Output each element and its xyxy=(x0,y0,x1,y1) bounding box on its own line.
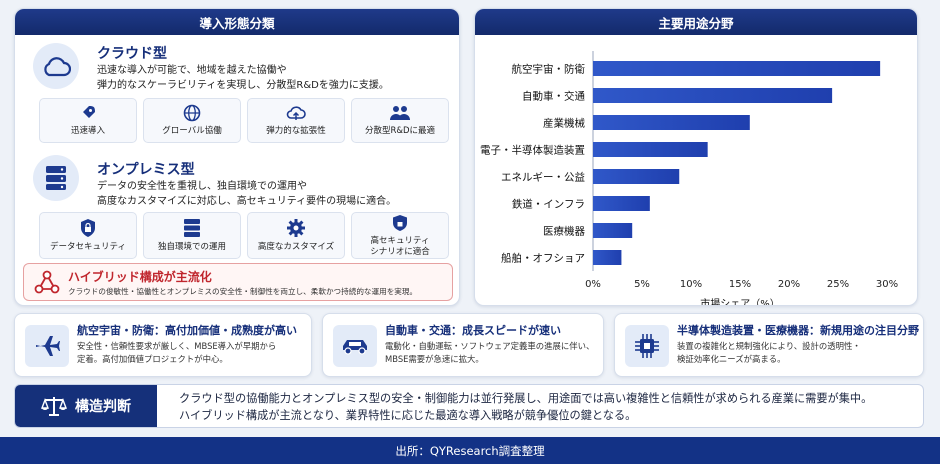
chip-label: データセキュリティ xyxy=(50,242,126,252)
shield-lock-icon xyxy=(81,219,95,237)
bar xyxy=(593,88,833,103)
card-title: 自動車・交通：成長スピードが速い xyxy=(385,324,561,337)
card-desc: 安全性・信頼性要求が厳しく、MBSE導入が早期から 定着。高付加価値プロジェクト… xyxy=(77,340,276,366)
cloud-desc: 迅速な導入が可能で、地域を越えた協働や 弾力的なスケーラビリティを実現し、分散型… xyxy=(97,63,389,93)
card-desc-line: MBSE需要が急速に拡大。 xyxy=(385,354,484,364)
cloud-icon xyxy=(33,43,79,89)
deployment-panel: 導入形態分類 クラウド型 迅速な導入が可能で、地域を越えた協働や 弾力的なスケー… xyxy=(14,8,460,306)
car-icon xyxy=(333,325,377,367)
conclusion-text: クラウド型の協働能力とオンプレミス型の安全・制御能力は並行発展し、用途面では高い… xyxy=(179,390,872,424)
hybrid-title: ハイブリッド構成が主流化 xyxy=(68,270,212,284)
chip-customization: 高度なカスタマイズ xyxy=(247,212,345,259)
chip-global-collab: グローバル協働 xyxy=(143,98,241,143)
card-desc-line: 定着。高付加価値プロジェクトが中心。 xyxy=(77,354,228,364)
conclusion-label: 構造判断 xyxy=(15,385,157,427)
bar xyxy=(593,250,622,265)
chip-label: 独自環境での運用 xyxy=(157,242,226,252)
category-label: 船舶・オフショア xyxy=(501,252,585,265)
server-icon xyxy=(184,219,200,237)
card-desc-line: 装置の複雑化と規制強化により、設計の透明性・ xyxy=(677,341,861,351)
chip-icon xyxy=(625,325,669,367)
chip-label: 高度なカスタマイズ xyxy=(257,242,335,252)
applications-panel: 主要用途分野 航空宇宙・防衛自動車・交通産業機械電子・半導体製造装置エネルギー・… xyxy=(474,8,918,306)
onprem-desc-line: 高度なカスタマイズに対応し、高セキュリティ要件の現場に適合。 xyxy=(97,196,397,207)
globe-icon xyxy=(183,104,201,122)
card-title: 半導体製造装置・医療機器：新規用途の注目分野 xyxy=(677,324,919,337)
x-tick-label: 0% xyxy=(585,279,601,290)
card-desc-line: 検証効率化ニーズが高まる。 xyxy=(677,354,786,364)
chip-label: グローバル協働 xyxy=(162,126,222,136)
x-tick-label: 15% xyxy=(729,279,751,290)
network-icon xyxy=(34,270,60,294)
applications-panel-title: 主要用途分野 xyxy=(475,9,917,35)
category-label: 医療機器 xyxy=(543,225,585,238)
hybrid-banner: ハイブリッド構成が主流化 クラウドの俊敏性・協働性とオンプレミスの安全性・制御性… xyxy=(23,263,453,301)
chip-label: 弾力的な拡張性 xyxy=(266,126,326,136)
gear-icon xyxy=(287,219,305,237)
category-label: 航空宇宙・防衛 xyxy=(512,63,586,76)
x-tick-label: 25% xyxy=(827,279,849,290)
chip-high-security: 高セキュリティ シナリオに適合 xyxy=(351,212,449,259)
card-aerospace: 航空宇宙・防衛：高付加価値・成熟度が高い 安全性・信頼性要求が厳しく、MBSE導… xyxy=(14,313,312,377)
category-label: 自動車・交通 xyxy=(522,90,585,103)
onprem-title: オンプレミス型 xyxy=(97,162,195,178)
card-desc: 電動化・自動運転・ソフトウェア定義車の進展に伴い、 MBSE需要が急速に拡大。 xyxy=(385,340,594,366)
scale-icon xyxy=(41,397,67,416)
chip-elastic-scale: 弾力的な拡張性 xyxy=(247,98,345,143)
cloud-upload-icon xyxy=(286,106,306,120)
chip-label: 迅速導入 xyxy=(70,126,105,136)
category-label: エネルギー・公益 xyxy=(501,171,585,184)
category-label: 産業機械 xyxy=(543,117,585,130)
bar xyxy=(593,169,680,184)
card-title: 航空宇宙・防衛：高付加価値・成熟度が高い xyxy=(77,324,297,337)
chip-distributed-rnd: 分散型R&Dに最適 xyxy=(351,98,449,143)
conclusion-line: ハイブリッド構成が主流となり、業界特性に応じた最適な導入戦略が競争優位の鍵となる… xyxy=(179,409,637,422)
deployment-panel-title: 導入形態分類 xyxy=(15,9,459,35)
server-rack-icon xyxy=(33,155,79,201)
conclusion-line: クラウド型の協働能力とオンプレミス型の安全・制御能力は並行発展し、用途面では高い… xyxy=(179,392,873,405)
card-automotive: 自動車・交通：成長スピードが速い 電動化・自動運転・ソフトウェア定義車の進展に伴… xyxy=(322,313,604,377)
conclusion-box: 構造判断 クラウド型の協働能力とオンプレミス型の安全・制御能力は並行発展し、用途… xyxy=(14,384,924,428)
cloud-desc-line: 迅速な導入が可能で、地域を越えた協働や xyxy=(97,65,287,76)
conclusion-label-text: 構造判断 xyxy=(75,399,131,415)
bar xyxy=(593,142,708,157)
bar-chart: 航空宇宙・防衛自動車・交通産業機械電子・半導体製造装置エネルギー・公益鉄道・イン… xyxy=(475,35,917,306)
bar xyxy=(593,115,750,130)
chip-own-environment: 独自環境での運用 xyxy=(143,212,241,259)
card-desc-line: 電動化・自動運転・ソフトウェア定義車の進展に伴い、 xyxy=(385,341,595,351)
x-axis-label: 市場シェア（%） xyxy=(700,297,780,306)
onprem-desc: データの安全性を重視し、独自環境での運用や 高度なカスタマイズに対応し、高セキュ… xyxy=(97,179,396,209)
category-label: 鉄道・インフラ xyxy=(512,198,585,211)
card-semiconductor: 半導体製造装置・医療機器：新規用途の注目分野 装置の複雑化と規制強化により、設計… xyxy=(614,313,924,377)
rocket-icon xyxy=(83,106,95,118)
hybrid-desc: クラウドの俊敏性・協働性とオンプレミスの安全性・制御性を両立し、柔軟かつ持続的な… xyxy=(68,287,418,296)
bar xyxy=(593,223,633,238)
x-tick-label: 10% xyxy=(680,279,702,290)
chip-label: 分散型R&Dに最適 xyxy=(364,126,436,136)
team-icon xyxy=(390,106,410,120)
bar xyxy=(593,196,650,211)
bar xyxy=(593,61,881,76)
cloud-title: クラウド型 xyxy=(97,46,167,62)
onprem-desc-line: データの安全性を重視し、独自環境での運用や xyxy=(97,181,307,192)
cloud-desc-line: 弾力的なスケーラビリティを実現し、分散型R&Dを強力に支援。 xyxy=(97,80,389,91)
x-tick-label: 30% xyxy=(876,279,898,290)
x-tick-label: 20% xyxy=(778,279,800,290)
category-label: 電子・半導体製造装置 xyxy=(480,144,585,157)
chip-fast-deploy: 迅速導入 xyxy=(39,98,137,143)
airplane-icon xyxy=(25,325,69,367)
chip-data-security: データセキュリティ xyxy=(39,212,137,259)
x-tick-label: 5% xyxy=(634,279,650,290)
chip-label: 高セキュリティ シナリオに適合 xyxy=(370,235,430,257)
source-footer: 出所：QYResearch調査整理 xyxy=(0,437,940,464)
lock-shield-icon xyxy=(393,214,407,231)
card-desc: 装置の複雑化と規制強化により、設計の透明性・ 検証効率化ニーズが高まる。 xyxy=(677,340,861,366)
card-desc-line: 安全性・信頼性要求が厳しく、MBSE導入が早期から xyxy=(77,341,277,351)
